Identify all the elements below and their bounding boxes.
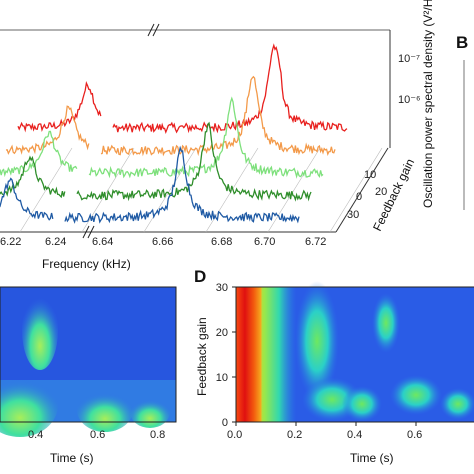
depth-axis-line xyxy=(335,147,389,233)
x-tick: 0.6 xyxy=(407,429,422,441)
y-tick: 30 xyxy=(216,282,228,294)
spectrum-line-right xyxy=(64,145,300,224)
x-tick: 6.70 xyxy=(254,236,275,248)
heatmap-blob xyxy=(22,290,58,370)
x-tick: 0.8 xyxy=(150,429,165,441)
y-tick: 10⁻⁷ xyxy=(398,53,420,65)
x-tick: 6.68 xyxy=(211,236,232,248)
y-tick: 10 xyxy=(216,372,228,384)
panel-label-d: D xyxy=(194,267,206,286)
heatmap-blob xyxy=(372,293,400,353)
x-tick: 0.4 xyxy=(28,429,43,441)
spectrum-line-left xyxy=(0,155,66,199)
x-axis-label: Time (s) xyxy=(50,451,94,465)
x-tick: 0.2 xyxy=(287,429,302,441)
heatmap-blob xyxy=(440,388,474,420)
heatmap-blob xyxy=(0,373,58,437)
heatmap-blob xyxy=(390,375,442,415)
heatmap-blob xyxy=(77,388,133,432)
axis-break-top xyxy=(147,23,160,37)
x-axis-label: Frequency (kHz) xyxy=(42,257,131,271)
x-axis-label: Time (s) xyxy=(350,451,394,465)
x-tick: 6.72 xyxy=(305,236,326,248)
spectrum-line-left xyxy=(0,130,78,178)
spectrum-line-right xyxy=(88,96,324,179)
depth-tick: 10 xyxy=(364,169,376,181)
x-tick: 0.0 xyxy=(227,429,242,441)
depth-tick: 20 xyxy=(375,186,387,198)
panel-a-spectra: 6.22 6.24 6.64 6.66 6.68 6.70 6.72 Frequ… xyxy=(0,0,435,271)
x-tick: 6.24 xyxy=(45,236,66,248)
x-tick: 6.66 xyxy=(152,236,173,248)
x-tick: 6.22 xyxy=(0,236,21,248)
y-axis-label: Oscillation power spectral density (V²/H… xyxy=(421,0,435,208)
floor-grid-line xyxy=(267,147,321,233)
heatmap-band-high xyxy=(236,287,262,422)
heatmap-blob xyxy=(342,386,382,422)
spectrum-line-left xyxy=(0,177,54,221)
floor-grid-line xyxy=(143,147,197,233)
panel-label-b: B xyxy=(456,33,468,52)
spectrum-line-right xyxy=(100,75,336,157)
panel-d-heatmap: D 0.0 0.2 0.4 0.6 0 10 20 30 Feedback gain Time… xyxy=(194,267,474,465)
spectrum-line-left xyxy=(17,81,102,133)
x-tick: 6.64 xyxy=(92,236,113,248)
y-tick: 0 xyxy=(222,417,228,429)
y-tick: 20 xyxy=(216,327,228,339)
depth-tick: 0 xyxy=(356,191,362,203)
x-tick: 0.6 xyxy=(90,429,105,441)
heatmap-blob xyxy=(130,396,170,428)
spectrum-line-right xyxy=(76,121,312,202)
spectrum-line-left xyxy=(5,105,90,155)
y-axis-label: Feedback gain xyxy=(195,317,209,396)
panel-c-heatmap: 0.4 0.6 0.8 Time (s) xyxy=(0,286,177,465)
panel-b-edge xyxy=(463,60,465,210)
depth-tick: 30 xyxy=(347,209,359,221)
spectrum-line-right xyxy=(112,43,348,134)
floor-grid-line xyxy=(329,147,383,233)
axis-break-bottom xyxy=(82,225,95,239)
x-tick: 0.4 xyxy=(347,429,362,441)
heatmap-blob xyxy=(295,281,339,401)
y-tick: 10⁻⁶ xyxy=(398,94,421,106)
